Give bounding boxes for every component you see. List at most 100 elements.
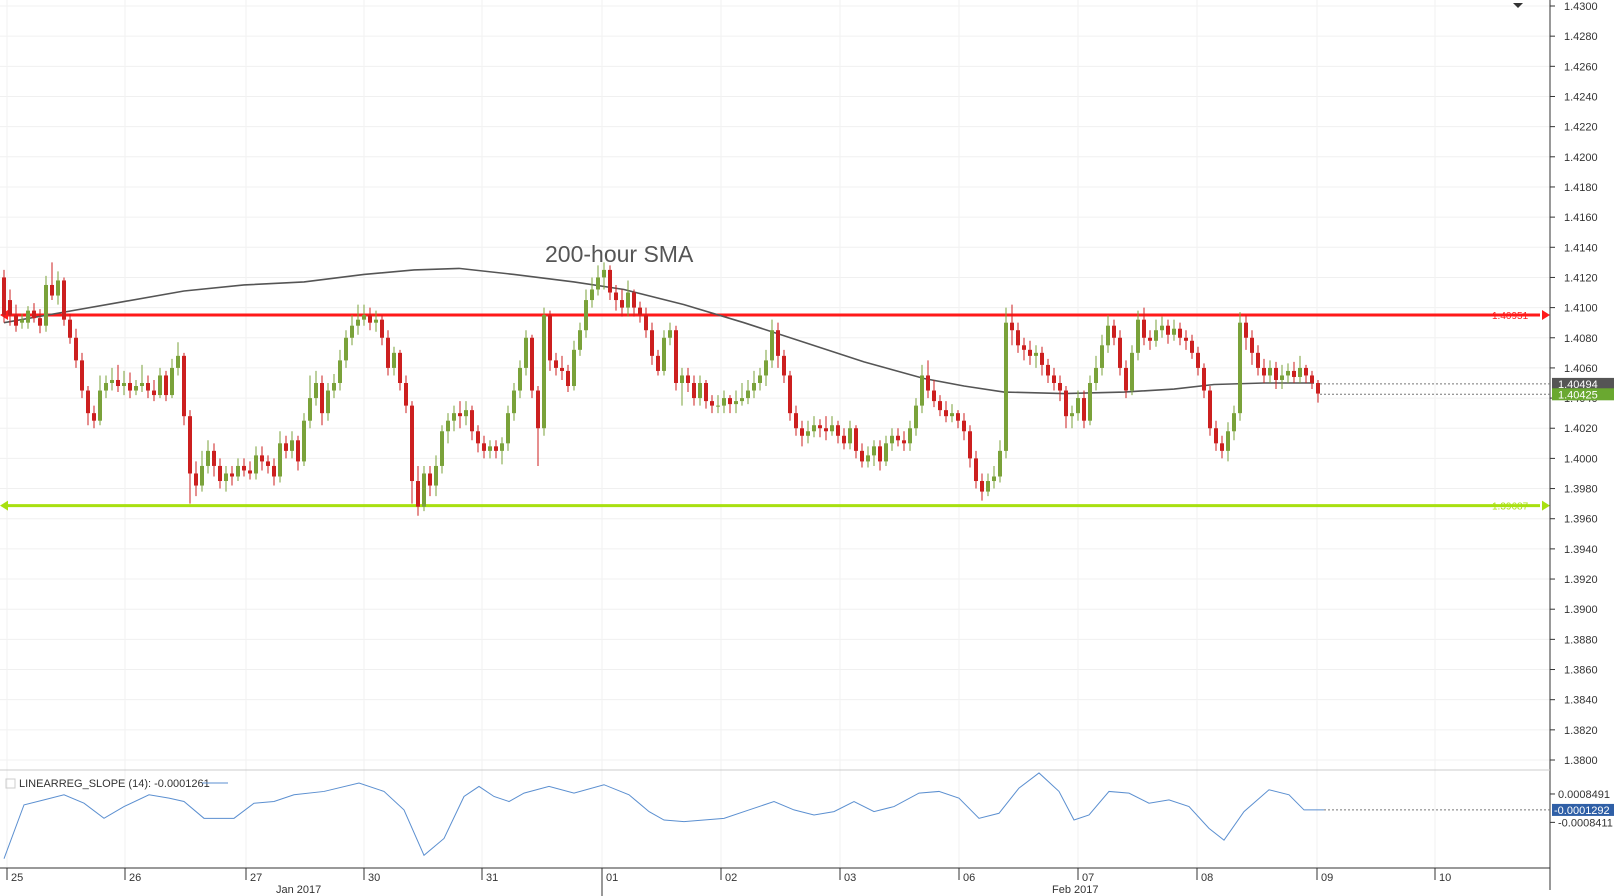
candle-down — [230, 473, 234, 477]
candle-down — [980, 481, 984, 492]
candle-up — [596, 277, 600, 290]
candle-up — [1094, 367, 1098, 383]
candle-up — [134, 386, 138, 391]
resistance-right-arrow — [1542, 309, 1550, 320]
candle-up — [1298, 367, 1302, 377]
candle-up — [206, 450, 210, 466]
candle-down — [548, 315, 552, 361]
day-label: 26 — [129, 872, 141, 884]
y-tick-label: 1.4300 — [1564, 1, 1598, 13]
candle-up — [626, 292, 630, 308]
candle-down — [218, 465, 222, 482]
candle-up — [908, 428, 912, 444]
candle-up — [1004, 322, 1008, 451]
candle-down — [1064, 390, 1068, 417]
candle-down — [896, 435, 900, 441]
candle-up — [578, 330, 582, 350]
candle-down — [818, 425, 822, 429]
candle-down — [938, 401, 942, 411]
y-tick-label: 1.4280 — [1564, 31, 1598, 43]
candle-up — [350, 325, 354, 338]
y-tick-label: 1.4020 — [1564, 423, 1598, 435]
candle-down — [152, 390, 156, 396]
candle-down — [1262, 367, 1266, 376]
y-tick-label: 1.3960 — [1564, 514, 1598, 526]
candle-down — [620, 300, 624, 308]
candle-up — [224, 473, 228, 482]
y-tick-label: 1.4000 — [1564, 453, 1598, 465]
candle-down — [1202, 367, 1206, 391]
candle-down — [86, 390, 90, 414]
candle-up — [98, 390, 102, 421]
candle-up — [452, 413, 456, 421]
candle-up — [848, 428, 852, 444]
candle-up — [764, 360, 768, 376]
ind-value-label: -0.0001292 — [1554, 805, 1610, 817]
candle-down — [632, 292, 636, 308]
candle-down — [1304, 367, 1308, 376]
candle-up — [308, 398, 312, 421]
candle-down — [1118, 337, 1122, 368]
candle-up — [572, 349, 576, 387]
candle-up — [110, 379, 114, 383]
candle-up — [1154, 330, 1158, 341]
y-tick-label: 1.3800 — [1564, 755, 1598, 767]
candle-up — [1280, 375, 1284, 380]
candle-down — [1124, 367, 1128, 391]
day-label: 10 — [1439, 872, 1451, 884]
candle-up — [422, 473, 426, 507]
candle-down — [1052, 375, 1056, 383]
candle-down — [50, 284, 54, 296]
candle-down — [878, 446, 882, 462]
candle-up — [1088, 383, 1092, 421]
candle-up — [332, 383, 336, 391]
candle-up — [26, 310, 30, 323]
candle-down — [428, 473, 432, 486]
day-label: 09 — [1321, 872, 1333, 884]
candle-down — [956, 413, 960, 421]
month-label: Jan 2017 — [276, 884, 321, 896]
candle-down — [404, 383, 408, 406]
candle-down — [380, 319, 384, 338]
day-label: 06 — [963, 872, 975, 884]
candle-down — [38, 318, 42, 326]
candle-down — [776, 330, 780, 356]
candle-up — [590, 289, 594, 301]
candle-down — [242, 465, 246, 471]
candle-up — [542, 315, 546, 429]
y-tick-label: 1.4180 — [1564, 182, 1598, 194]
candle-up — [506, 413, 510, 444]
y-tick-label: 1.3940 — [1564, 544, 1598, 556]
candle-up — [302, 420, 306, 462]
candle-down — [1112, 325, 1116, 338]
price-tag-box — [1552, 377, 1614, 390]
candle-down — [1046, 364, 1050, 376]
candle-up — [344, 337, 348, 361]
candle-up — [770, 330, 774, 361]
legend-toggle-icon[interactable] — [5, 778, 16, 789]
candle-down — [656, 355, 660, 371]
candle-down — [1256, 352, 1260, 368]
candle-up — [200, 465, 204, 486]
candle-down — [836, 425, 840, 436]
price-tag-label: 1.40494 — [1558, 379, 1598, 391]
candle-up — [1070, 413, 1074, 417]
candle-up — [464, 410, 468, 417]
candle-down — [164, 375, 168, 396]
sma-layer — [3, 267, 1314, 395]
y-tick-label: 1.4200 — [1564, 152, 1598, 164]
candle-down — [248, 470, 252, 474]
candle-down — [1142, 319, 1146, 338]
day-label: 03 — [844, 872, 856, 884]
candle-down — [272, 465, 276, 477]
candle-down — [284, 443, 288, 451]
candle-down — [482, 443, 486, 451]
candle-down — [1244, 322, 1248, 338]
candle-up — [722, 398, 726, 406]
candle-down — [842, 435, 846, 444]
candle-up — [158, 375, 162, 396]
chevron-down-icon[interactable] — [1513, 3, 1523, 8]
candle-down — [674, 330, 678, 383]
candle-up — [1238, 322, 1242, 414]
